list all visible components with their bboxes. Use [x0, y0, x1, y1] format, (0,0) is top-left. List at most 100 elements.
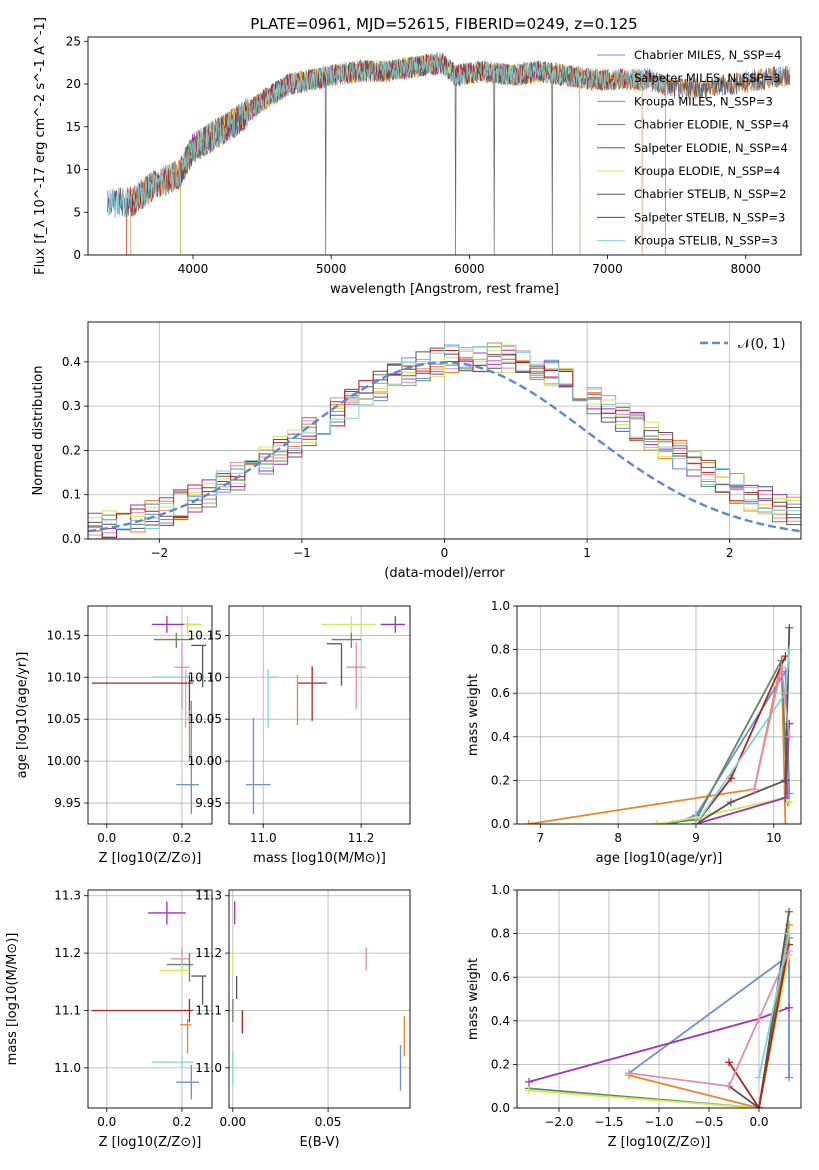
y-tick-label: 10.00 [47, 754, 81, 768]
weight-marker [525, 1086, 533, 1095]
legend-entry: Salpeter STELIB, N_SSP=3 [634, 210, 785, 224]
plot-area [91, 901, 207, 1100]
weight-marker [785, 929, 793, 938]
y-tick-label: 1.0 [491, 883, 510, 897]
weight-marker [755, 1104, 763, 1108]
axes-frame [87, 605, 213, 825]
weight-line [728, 944, 790, 1108]
y-tick-label: 11.2 [195, 946, 222, 960]
x-tick-label: 8000 [730, 262, 761, 276]
errorbar-point [153, 632, 192, 648]
errorbar-point [191, 975, 207, 1005]
y-tick-label: 10.00 [188, 754, 222, 768]
errorbar-point [380, 616, 406, 633]
x-tick-label: 8 [614, 831, 622, 845]
errorbar-point [174, 642, 190, 710]
x-tick-label: 5000 [316, 262, 347, 276]
weight-marker [785, 798, 794, 807]
weight-marker [785, 1003, 793, 1012]
legend-entry: Salpeter ELODIE, N_SSP=4 [634, 141, 788, 155]
panel-residuals: 𝒩(0, 1) −2 −1 0 1 2 0.0 0.1 0.2 0.3 0.4 (data-model… [31, 321, 802, 581]
x-tick-label: 7000 [592, 262, 623, 276]
x-tick-label: 6000 [454, 262, 485, 276]
x-tick-label: 0.0 [97, 1115, 116, 1129]
x-axis-label: Z [log10(Z/Z⊙)] [99, 1135, 202, 1150]
y-tick-label: 0 [73, 248, 81, 262]
legend-entry: 𝒩(0, 1) [738, 337, 785, 352]
normal-curve [88, 361, 801, 533]
y-tick-label: 10.10 [188, 670, 222, 684]
weight-marker [777, 663, 786, 672]
errorbar-point [246, 717, 271, 814]
y-tick-label: 0.1 [62, 488, 81, 502]
x-tick-label: −1.0 [644, 1115, 673, 1129]
weight-line [695, 627, 791, 824]
y-tick-label: 10.05 [47, 712, 81, 726]
y-tick-label: 9.95 [54, 796, 81, 810]
panel-massweight_vs_age: 7 8 9 10 0.0 0.2 0.4 0.6 0.8 1.0 age [log10(age/yr… [466, 599, 802, 866]
y-tick-label: 0.0 [62, 532, 81, 546]
y-tick-label: 10.15 [47, 628, 81, 642]
axes-frame [228, 605, 411, 825]
y-tick-label: 1.0 [491, 599, 510, 613]
y-tick-label: 5 [73, 205, 81, 219]
y-tick-label: 0.8 [491, 927, 510, 941]
y-tick-label: 0.4 [491, 1014, 510, 1028]
plot-area [91, 616, 207, 814]
legend-entry: Chabrier MILES, N_SSP=4 [634, 48, 781, 62]
y-axis-label: mass weight [466, 674, 481, 756]
plot-area [524, 623, 794, 824]
y-tick-label: 0.6 [491, 686, 510, 700]
weight-marker [625, 1069, 633, 1078]
errorbar-point [183, 616, 203, 638]
y-tick-label: 11.2 [54, 946, 81, 960]
weight-marker [785, 947, 793, 956]
figure-title: PLATE=0961, MJD=52615, FIBERID=0249, z=0… [250, 15, 637, 33]
x-axis-label: mass [log10(M/M⊙)] [253, 851, 386, 866]
x-tick-label: 11.2 [348, 831, 375, 845]
y-tick-label: 11.3 [54, 889, 81, 903]
y-tick-label: 11.1 [54, 1003, 81, 1017]
axes-frame [87, 36, 802, 256]
y-tick-label: 0.0 [491, 1101, 510, 1115]
errorbar-point [331, 632, 362, 648]
weight-marker [785, 907, 793, 916]
weight-marker [781, 820, 790, 824]
plot-area [232, 901, 405, 1091]
y-tick-label: 9.95 [195, 796, 222, 810]
x-axis-label: Z [log10(Z/Z⊙)] [99, 851, 202, 866]
x-tick-label: 0.05 [315, 1115, 342, 1129]
y-tick-label: 0.3 [62, 399, 81, 413]
weight-marker [755, 1014, 763, 1023]
plot-area [246, 616, 406, 814]
weight-line [656, 657, 789, 824]
x-tick-label: −2 [150, 546, 168, 560]
weight-marker [691, 820, 700, 824]
y-tick-label: 10.15 [188, 628, 222, 642]
x-tick-label: 0.0 [97, 831, 116, 845]
plot-area [88, 342, 801, 539]
y-axis-label: mass weight [466, 958, 481, 1040]
legend: Chabrier MILES, N_SSP=4 Salpeter MILES, N… [597, 48, 789, 248]
plot-area [106, 52, 791, 255]
x-tick-label: 0.2 [172, 831, 191, 845]
x-tick-label: 0.0 [749, 1115, 768, 1129]
axes-frame [516, 605, 802, 825]
y-tick-label: 25 [66, 34, 81, 48]
x-axis-label: E(B-V) [299, 1135, 339, 1150]
x-tick-label: −1.5 [594, 1115, 623, 1129]
errorbar-point [148, 901, 186, 925]
legend-entry: Chabrier ELODIE, N_SSP=4 [634, 118, 789, 132]
errorbar-point [326, 643, 343, 686]
errorbar-point [176, 1064, 199, 1100]
y-tick-label: 10.10 [47, 670, 81, 684]
panel-mass_vs_Z: 0.0 0.2 11.0 11.1 11.2 11.3 Z [log10(Z/Z⊙)] mas… [5, 889, 213, 1150]
legend-entry: Salpeter MILES, N_SSP=3 [634, 71, 780, 85]
errorbar-point [346, 642, 366, 710]
panel-age_vs_mass: 11.0 11.2 9.95 10.00 10.05 10.10 10.15 mass [lo… [188, 605, 411, 866]
legend: 𝒩(0, 1) [700, 337, 785, 352]
y-tick-label: 20 [66, 77, 81, 91]
errorbar-point [191, 644, 207, 688]
weight-marker [725, 1058, 733, 1067]
x-axis-label: wavelength [Angstrom, rest frame] [330, 282, 559, 297]
